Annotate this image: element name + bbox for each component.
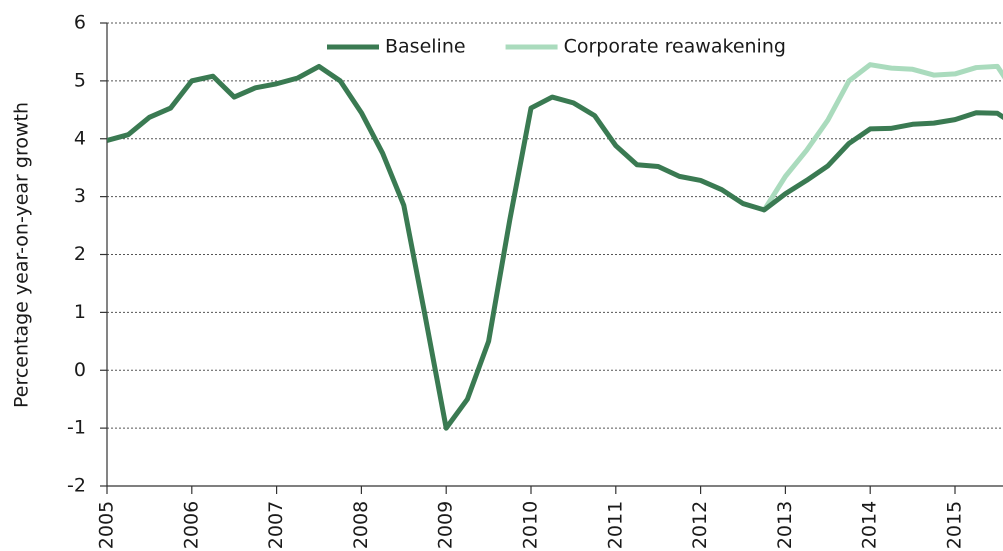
x-tick-label: 2010 <box>520 501 542 549</box>
y-tick-label: -1 <box>67 417 86 439</box>
line-series <box>762 62 1003 212</box>
x-tick-label: 2015 <box>944 501 966 549</box>
y-tick-label: 4 <box>74 127 86 149</box>
x-tick-label: 2013 <box>774 501 796 549</box>
plot-area <box>107 62 1003 431</box>
x-tick-label: 2007 <box>265 501 287 549</box>
y-tick-label: 1 <box>74 301 86 323</box>
x-tick-label: 2006 <box>180 501 202 549</box>
y-tick-label: -2 <box>67 475 86 497</box>
x-tick-label: 2009 <box>435 501 457 549</box>
y-tick-label: 6 <box>74 12 86 34</box>
x-tick-label: 2008 <box>350 501 372 549</box>
y-axis-label: Percentage year-on-year growth <box>11 102 33 408</box>
y-tick-label: 5 <box>74 69 86 91</box>
x-tick-label: 2014 <box>859 501 881 549</box>
y-tick-label: 3 <box>74 185 86 207</box>
x-tick-label: 2011 <box>604 501 626 549</box>
legend-label: Baseline <box>385 36 466 58</box>
y-tick-label: 2 <box>74 243 86 265</box>
legend-label: Corporate reawakening <box>564 36 786 58</box>
y-tick-label: 0 <box>74 359 86 381</box>
x-tick-label: 2005 <box>96 501 118 549</box>
line-series <box>107 63 1003 431</box>
x-tick-label: 2012 <box>689 501 711 549</box>
